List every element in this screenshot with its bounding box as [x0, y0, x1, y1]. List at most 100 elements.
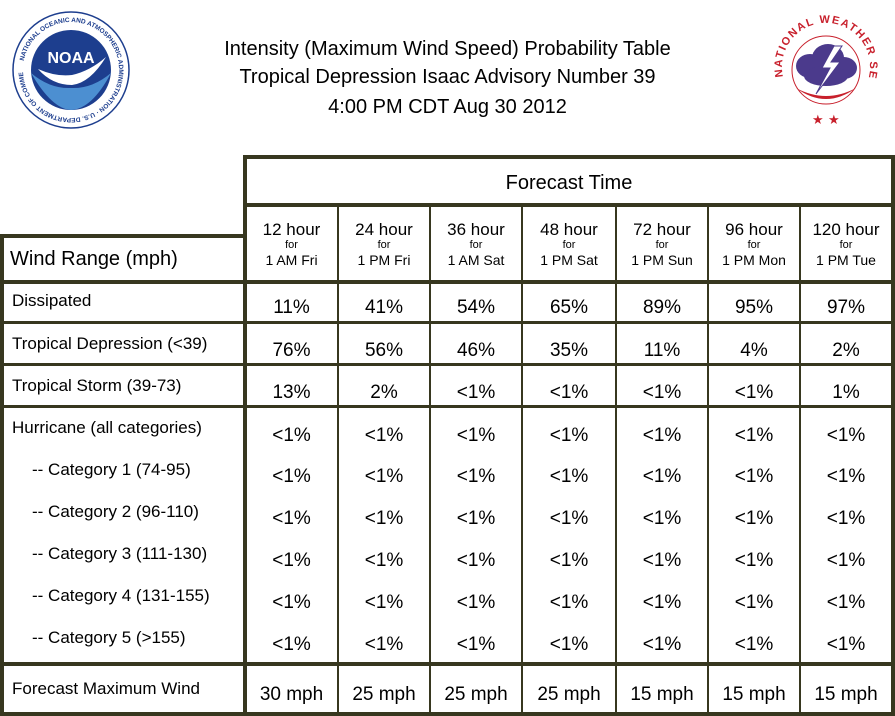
- column-hour: 48 hour: [540, 220, 598, 239]
- max-wind-cell: 15 mph: [630, 684, 694, 705]
- row-divider-4: [0, 662, 895, 666]
- probability-cell: <1%: [364, 550, 404, 571]
- probability-cell: <1%: [456, 466, 496, 487]
- probability-cell: <1%: [734, 425, 774, 446]
- probability-cell: <1%: [364, 466, 404, 487]
- title-line-1: Intensity (Maximum Wind Speed) Probabili…: [224, 38, 671, 60]
- wind-range-border-left: [0, 234, 4, 716]
- row-label-max-wind: Forecast Maximum Wind: [12, 679, 200, 698]
- body-column-divider-4: [615, 280, 617, 716]
- column-divider-3: [521, 207, 523, 282]
- probability-cell: <1%: [456, 425, 496, 446]
- probability-cell: 95%: [734, 297, 774, 318]
- column-divider-2: [429, 207, 431, 282]
- row-label: -- Category 5 (>155): [32, 628, 186, 647]
- probability-cell: 35%: [549, 340, 589, 361]
- row-label: -- Category 4 (131-155): [32, 586, 210, 605]
- row-label: Dissipated: [12, 291, 92, 310]
- probability-cell: <1%: [364, 592, 404, 613]
- title-line-2: Tropical Depression Isaac Advisory Numbe…: [239, 66, 656, 88]
- probability-cell: 11%: [273, 297, 310, 318]
- probability-cell: <1%: [549, 425, 589, 446]
- probability-cell: <1%: [734, 550, 774, 571]
- row-label: -- Category 3 (111-130): [32, 544, 208, 563]
- wind-range-border-top: [0, 234, 247, 238]
- nws-star-right: ★: [828, 112, 840, 127]
- column-divider-6: [799, 207, 801, 282]
- probability-cell: 11%: [643, 340, 681, 361]
- row-label: -- Category 1 (74-95): [32, 460, 191, 479]
- header: NATIONAL OCEANIC AND ATMOSPHERIC ADMINIS…: [0, 0, 895, 150]
- column-for: for: [285, 239, 298, 251]
- probability-cell: <1%: [456, 550, 496, 571]
- probability-cell: 65%: [549, 297, 589, 318]
- noaa-logo: NATIONAL OCEANIC AND ATMOSPHERIC ADMINIS…: [10, 6, 130, 129]
- column-header-3: 36 hour for 1 AM Sat: [430, 221, 522, 267]
- column-hour: 72 hour: [633, 220, 691, 239]
- max-wind-cell: 25 mph: [352, 684, 416, 705]
- column-for: for: [562, 239, 576, 251]
- column-divider-5: [707, 207, 709, 282]
- column-when: 1 AM Fri: [265, 252, 318, 268]
- probability-cell: 13%: [272, 382, 311, 403]
- column-hour: 36 hour: [447, 220, 505, 239]
- column-header-4: 48 hour for 1 PM Sat: [522, 221, 616, 267]
- probability-cell: 54%: [456, 297, 496, 318]
- probability-cell: <1%: [734, 634, 774, 655]
- column-for: for: [747, 239, 761, 251]
- body-column-divider-2: [429, 280, 431, 716]
- probability-cell: <1%: [456, 382, 496, 403]
- probability-cell: <1%: [549, 634, 589, 655]
- column-divider-1: [337, 207, 339, 282]
- probability-cell: <1%: [826, 634, 866, 655]
- row-label: -- Category 2 (96-110): [32, 502, 199, 521]
- probability-cell: <1%: [272, 550, 311, 571]
- table-bottom-border: [0, 712, 895, 716]
- probability-cell: <1%: [734, 508, 774, 529]
- column-when: 1 PM Sat: [540, 252, 598, 268]
- column-header-6: 96 hour for 1 PM Mon: [708, 221, 800, 267]
- max-wind-cell: 30 mph: [259, 684, 324, 705]
- column-hour: 24 hour: [355, 220, 413, 239]
- probability-cell: <1%: [826, 466, 866, 487]
- probability-cell: <1%: [826, 592, 866, 613]
- column-for: for: [377, 239, 391, 251]
- column-header-2: 24 hour for 1 PM Fri: [338, 221, 430, 267]
- column-for: for: [469, 239, 483, 251]
- nws-star-left: ★: [812, 112, 824, 127]
- wind-range-label: Wind Range (mph): [10, 248, 178, 270]
- forecast-time-divider: [243, 203, 895, 207]
- probability-cell: 2%: [370, 382, 398, 403]
- probability-cell: <1%: [642, 550, 682, 571]
- column-when: 1 PM Fri: [357, 252, 411, 268]
- column-when: 1 PM Tue: [816, 252, 876, 268]
- row-divider-3: [0, 405, 895, 408]
- probability-cell: <1%: [272, 634, 311, 655]
- probability-cell: <1%: [549, 550, 589, 571]
- body-column-divider-0: [244, 280, 246, 716]
- probability-cell: <1%: [826, 508, 866, 529]
- noaa-logo-graphic: NATIONAL OCEANIC AND ATMOSPHERIC ADMINIS…: [10, 6, 130, 129]
- probability-cell: <1%: [272, 592, 311, 613]
- column-when: 1 AM Sat: [447, 252, 505, 268]
- probability-cell: <1%: [549, 466, 589, 487]
- probability-cell: <1%: [826, 425, 866, 446]
- probability-cell: 1%: [832, 382, 860, 403]
- row-label: Hurricane (all categories): [12, 418, 202, 437]
- row-label: Tropical Storm (39-73): [12, 376, 182, 395]
- probability-cell: <1%: [272, 425, 311, 446]
- forecast-time-border-right: [891, 155, 895, 716]
- probability-cell: <1%: [642, 425, 682, 446]
- probability-cell: <1%: [456, 508, 496, 529]
- probability-cell: <1%: [272, 466, 311, 487]
- max-wind-cell: 25 mph: [444, 684, 508, 705]
- probability-cell: <1%: [642, 508, 682, 529]
- probability-cell: <1%: [364, 634, 404, 655]
- probability-cell: <1%: [549, 382, 589, 403]
- probability-cell: <1%: [272, 508, 311, 529]
- nws-logo: NATIONAL WEATHER SERVICE ★ ★: [765, 1, 882, 128]
- probability-cell: <1%: [826, 550, 866, 571]
- column-header-7: 120 hour for 1 PM Tue: [800, 221, 892, 267]
- column-for: for: [655, 239, 669, 251]
- probability-cell: 41%: [364, 297, 404, 318]
